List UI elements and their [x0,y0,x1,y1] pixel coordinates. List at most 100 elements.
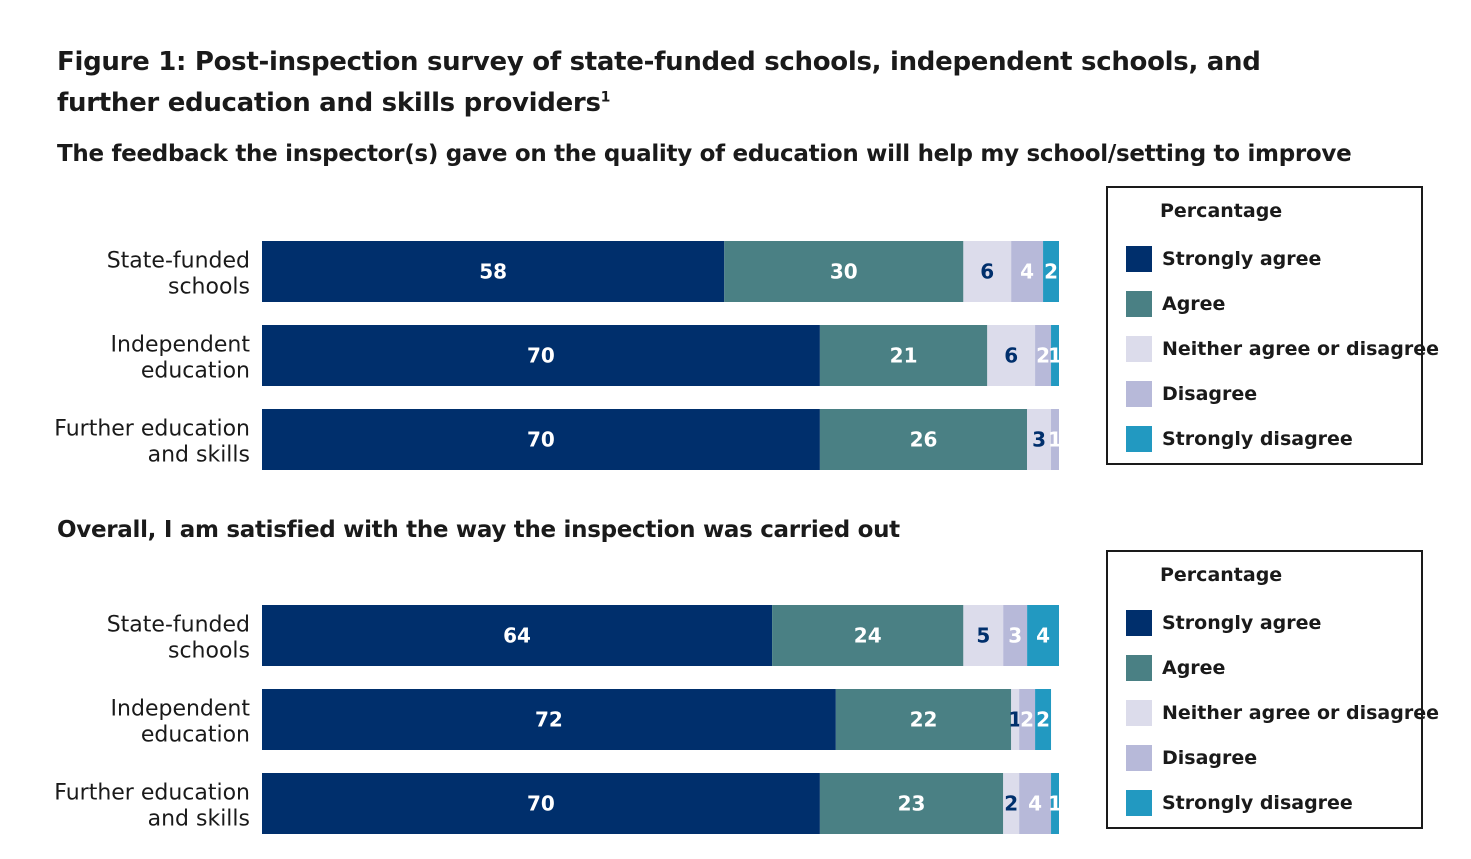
bar-strongly-agree [262,605,773,666]
data-label: 70 [527,792,555,816]
legend-swatch-disagree [1126,745,1152,771]
legend-title: Percantage [1160,564,1283,586]
bar-agree [819,409,1028,470]
chart-1-legend: Percantage Strongly agree Agree Neither … [1106,186,1439,465]
legend-label: Strongly disagree [1162,428,1353,450]
bar-strongly-disagree [1035,689,1052,750]
data-label: 30 [830,260,858,284]
bar-strongly-disagree [1051,773,1059,834]
legend-title: Percantage [1160,200,1283,222]
data-label: 3 [1008,624,1022,648]
bar-neither-agree-or-disagree [1003,773,1020,834]
figure-title: Figure 1: Post-inspection survey of stat… [57,42,1357,124]
legend-item-disagree: Disagree [1126,745,1257,771]
data-label: 2 [1044,260,1058,284]
legend-item-strongly-agree: Strongly agree [1126,610,1321,636]
bar-neither-agree-or-disagree [963,605,1004,666]
data-label: 58 [479,260,507,284]
bar-agree [819,773,1004,834]
bar-disagree [1019,689,1036,750]
legend-label: Strongly disagree [1162,792,1353,814]
data-label: 21 [890,344,918,368]
bar-strongly-disagree [1027,605,1059,666]
data-label: 6 [1004,344,1018,368]
data-label: 72 [535,708,563,732]
data-label: 26 [910,428,938,452]
bar-strongly-agree [262,689,836,750]
bar-agree [724,241,964,302]
data-label: 22 [910,708,938,732]
data-label: 4 [1028,792,1042,816]
bar-neither-agree-or-disagree [963,241,1012,302]
chart-2-legend: Percantage Strongly agree Agree Neither … [1106,550,1439,829]
bar-strongly-agree [262,241,725,302]
data-label: 6 [980,260,994,284]
category-label: Further education and skills [54,781,250,832]
bar-disagree [1011,241,1044,302]
category-label: State-funded schools [107,249,250,300]
data-label: 24 [854,624,882,648]
legend-label: Agree [1162,293,1226,315]
legend-item-strongly-disagree: Strongly disagree [1126,790,1353,816]
data-label: 70 [527,428,555,452]
data-label: 5 [976,624,990,648]
data-label: 70 [527,344,555,368]
data-label: 2 [1036,344,1050,368]
bar-strongly-agree [262,325,820,386]
legend-swatch-strongly-disagree [1126,790,1152,816]
data-label: 2 [1004,792,1018,816]
bar-agree [819,325,988,386]
category-label: Independent education [111,333,251,384]
footnote-mark: 1 [600,89,611,106]
legend-swatch-neither [1126,336,1152,362]
legend-item-disagree: Disagree [1126,381,1257,407]
data-label: 64 [503,624,531,648]
legend-swatch-strongly-disagree [1126,426,1152,452]
data-label: 1 [1048,792,1062,816]
legend-label: Strongly agree [1162,248,1322,270]
data-label: 4 [1036,624,1050,648]
bar-neither-agree-or-disagree [987,325,1036,386]
bar-neither-agree-or-disagree [1011,689,1020,750]
data-label: 1 [1048,344,1062,368]
category-label: Independent education [111,697,251,748]
legend-label: Agree [1162,657,1226,679]
bar-agree [772,605,964,666]
bar-strongly-disagree [1051,325,1059,386]
legend-label: Disagree [1162,747,1258,769]
legend-swatch-strongly-agree [1126,246,1152,272]
bar-neither-agree-or-disagree [1027,409,1052,470]
figure-title-text: Figure 1: Post-inspection survey of stat… [57,47,1261,118]
legend-swatch-agree [1126,655,1152,681]
data-label: 1 [1008,708,1022,732]
legend-swatch-agree [1126,291,1152,317]
legend-item-neither: Neither agree or disagree [1126,700,1439,726]
category-label: State-funded schools [107,613,250,664]
legend-label: Neither agree or disagree [1162,702,1439,724]
chart-1-title: The feedback the inspector(s) gave on th… [57,141,1352,167]
legend-item-strongly-agree: Strongly agree [1126,246,1321,272]
legend-label: Strongly agree [1162,612,1322,634]
chart-2-title: Overall, I am satisfied with the way the… [57,517,900,543]
bar-disagree [1051,409,1059,470]
legend-item-strongly-disagree: Strongly disagree [1126,426,1353,452]
legend-item-agree: Agree [1126,291,1225,317]
data-label: 4 [1020,260,1034,284]
legend-swatch-neither [1126,700,1152,726]
legend-label: Neither agree or disagree [1162,338,1439,360]
bar-strongly-agree [262,773,820,834]
legend-item-agree: Agree [1126,655,1225,681]
legend-item-neither: Neither agree or disagree [1126,336,1439,362]
data-label: 23 [898,792,926,816]
legend-label: Disagree [1162,383,1258,405]
bar-disagree [1035,325,1052,386]
category-label: Further education and skills [54,417,250,468]
data-label: 1 [1048,428,1062,452]
bar-agree [835,689,1012,750]
bar-disagree [1019,773,1052,834]
legend-swatch-disagree [1126,381,1152,407]
data-label: 3 [1032,428,1046,452]
bar-strongly-agree [262,409,820,470]
